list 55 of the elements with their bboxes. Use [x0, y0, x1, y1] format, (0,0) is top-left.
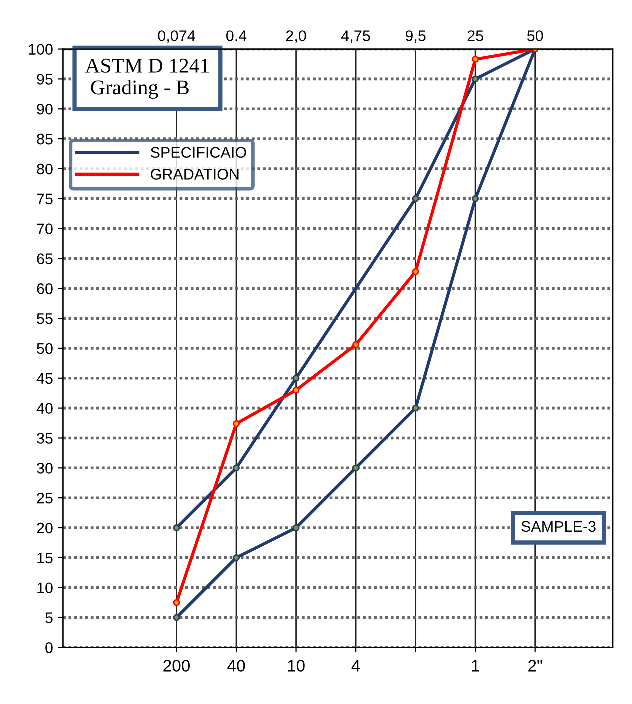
y-tick-label: 55	[37, 314, 53, 324]
point	[173, 524, 180, 532]
x-tick-label: 2,0	[286, 30, 306, 44]
y-tick-label: 25	[37, 492, 53, 504]
annotation: 40	[228, 660, 246, 672]
x-tick-label: 9,5	[406, 30, 426, 44]
annotation: 10	[288, 660, 305, 672]
text: ASTM D 1241 Grading - B	[85, 58, 209, 99]
point	[292, 374, 300, 382]
point	[412, 268, 420, 276]
y-tick-label: 85	[37, 134, 53, 145]
x-tick-label: 0,074	[158, 30, 196, 44]
annotation: 200	[164, 660, 190, 672]
y-tick-label: 90	[37, 104, 53, 115]
legend-label: GRADATION	[151, 169, 239, 180]
y-tick-label: 10	[38, 582, 53, 594]
point	[472, 195, 480, 202]
point	[292, 524, 300, 532]
point	[352, 341, 360, 348]
y-tick-label: 15	[38, 552, 53, 564]
annotation: 2"	[528, 660, 542, 672]
y-tick-label: 45	[36, 373, 53, 384]
y-tick-label: 100	[29, 44, 53, 55]
y-tick-label: 40	[36, 403, 53, 414]
point	[472, 76, 480, 83]
point	[233, 420, 240, 428]
point	[352, 464, 360, 472]
y-tick-label: 95	[37, 74, 53, 85]
point	[233, 464, 240, 472]
point	[173, 599, 180, 606]
y-tick-label: 35	[37, 433, 53, 444]
y-tick-label: 5	[46, 612, 53, 624]
point	[412, 404, 420, 412]
point	[292, 386, 300, 394]
point	[173, 614, 180, 622]
y-tick-label: 70	[37, 224, 53, 234]
point	[233, 554, 240, 562]
y-tick-label: 65	[37, 254, 53, 264]
point	[472, 56, 480, 63]
point	[412, 195, 420, 202]
y-tick-label: 0	[46, 642, 53, 654]
y-tick-label: 60	[37, 284, 53, 294]
annotation: SAMPLE-3	[522, 521, 596, 532]
x-tick-label: 4,75	[342, 30, 370, 44]
annotation: 1	[472, 660, 480, 672]
y-tick-label: 75	[37, 194, 53, 205]
y-tick-label: 30	[37, 463, 53, 474]
x-tick-label: 25	[468, 30, 484, 42]
x-tick-label: 0.4	[226, 30, 247, 42]
annotation: 4	[352, 660, 360, 672]
y-tick-label: 20	[37, 522, 53, 534]
x-tick-label: 50	[527, 30, 544, 42]
legend-label: SPECIFICAIO	[150, 147, 246, 158]
y-tick-label: 80	[37, 164, 53, 175]
y-tick-label: 50	[37, 343, 53, 354]
